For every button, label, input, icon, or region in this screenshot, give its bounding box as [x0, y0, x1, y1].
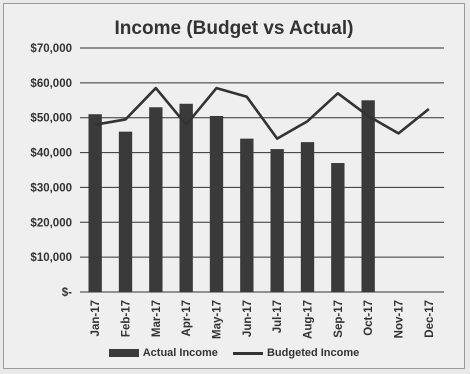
y-tick-label: $40,000 [30, 148, 72, 160]
bar [149, 107, 163, 292]
y-tick-label: $70,000 [30, 43, 72, 55]
legend-label-budgeted: Budgeted Income [266, 347, 360, 360]
y-tick-label: $10,000 [30, 252, 72, 264]
legend-swatch-bar [108, 349, 139, 358]
bar [240, 138, 254, 292]
x-tick-label: Jul-17 [272, 300, 284, 333]
y-tick-label: $60,000 [30, 78, 72, 90]
bar [361, 100, 375, 293]
bar [88, 114, 102, 292]
y-tick-label: $30,000 [30, 182, 72, 194]
y-tick-label: $20,000 [30, 217, 72, 229]
legend-label-actual: Actual Income [142, 347, 218, 360]
chart-plot: $- $10,000 $20,000 $30,000 $40,000 $50,000 $60… [30, 43, 444, 339]
x-tick-label: Sep-17 [333, 300, 345, 338]
x-tick-label: Mar-17 [151, 300, 163, 337]
x-tick-label: Jan-17 [90, 300, 102, 336]
x-tick-label: Jun-17 [242, 300, 254, 337]
y-tick-label: $50,000 [30, 113, 72, 125]
bar [270, 149, 284, 292]
bar [209, 115, 224, 292]
legend-swatch-line [232, 351, 263, 355]
x-tick-label: May-17 [212, 300, 224, 339]
x-tick-label: Nov-17 [394, 300, 406, 338]
legend-item-budgeted: Budgeted Income [232, 347, 360, 360]
chart-frame: Income (Budget vs Actual) $- $10,000 $20,0… [3, 3, 465, 369]
chart-legend: Actual Income Budgeted Income [4, 347, 464, 359]
bar [179, 103, 193, 293]
bar [300, 142, 315, 292]
bar [118, 131, 133, 292]
x-tick-label: Dec-17 [424, 300, 436, 338]
legend-item-actual: Actual Income [108, 347, 218, 360]
x-tick-label: Aug-17 [303, 300, 315, 339]
x-tick-label: Oct-17 [363, 300, 375, 336]
chart-title: Income (Budget vs Actual) [114, 18, 354, 39]
x-tick-label: Apr-17 [181, 300, 193, 336]
budget-line [94, 86, 430, 140]
y-tick-label: $- [62, 287, 72, 299]
bar [331, 163, 345, 292]
x-tick-label: Feb-17 [121, 300, 133, 337]
